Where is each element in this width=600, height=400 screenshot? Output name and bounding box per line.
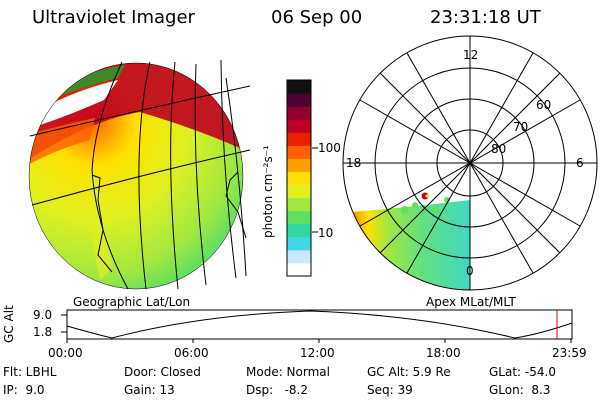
colorbar-swatch xyxy=(287,80,311,94)
apex-caption: Apex MLat/MLT xyxy=(426,295,516,309)
colorbar-swatch xyxy=(287,158,311,172)
colorbar-swatch xyxy=(287,223,311,238)
info-gc-alt: GC Alt: 5.9 Re xyxy=(367,365,451,379)
geographic-caption: Geographic Lat/Lon xyxy=(73,295,191,309)
colorbar-swatch xyxy=(287,262,311,277)
info-dsp: Dsp: -8.2 xyxy=(246,383,309,397)
colorbar-swatch xyxy=(287,197,311,212)
mlt-label-6: 6 xyxy=(576,156,584,170)
info-seq: Seq: 39 xyxy=(367,383,413,397)
info-glat: GLat: -54.0 xyxy=(489,365,556,379)
time-tick-4: 23:59 xyxy=(552,346,587,360)
colorbar-swatch xyxy=(287,171,311,186)
lat-label-80: 80 xyxy=(491,142,507,156)
colorbar xyxy=(286,79,312,277)
colorbar-tick-100: 100 xyxy=(318,141,341,155)
colorbar-tick-10: 10 xyxy=(318,226,334,240)
mlt-label-12: 12 xyxy=(463,48,479,62)
colorbar-swatch xyxy=(287,106,311,120)
info-glon: GLon: 8.3 xyxy=(489,383,551,397)
lat-label-70: 70 xyxy=(513,120,529,134)
colorbar-swatch xyxy=(287,119,311,133)
info-door: Door: Closed xyxy=(124,365,201,379)
colorbar-unit-label: photon cm⁻²s⁻¹ xyxy=(261,145,275,238)
mlt-label-18: 18 xyxy=(346,156,362,170)
time-tick-1: 06:00 xyxy=(174,346,209,360)
altitude-curve xyxy=(66,310,573,339)
polar-plot xyxy=(342,35,598,291)
colorbar-swatch xyxy=(287,93,311,107)
altitude-tick-low: 1.8 xyxy=(33,325,53,339)
colorbar-swatch xyxy=(287,210,311,225)
instrument-title: Ultraviolet Imager xyxy=(32,7,195,28)
time-label: 23:31:18 UT xyxy=(430,7,541,28)
colorbar-frame xyxy=(286,79,312,277)
altitude-axis-label: GC Alt xyxy=(2,305,16,343)
info-mode: Mode: Normal xyxy=(246,365,330,379)
time-tick-3: 18:00 xyxy=(426,346,461,360)
colorbar-swatch xyxy=(287,145,311,159)
info-flt: Flt: LBHL xyxy=(3,365,57,379)
colorbar-swatch xyxy=(287,249,311,264)
colorbar-swatch xyxy=(287,132,311,146)
mlt-label-0: 0 xyxy=(466,264,474,278)
altitude-plot xyxy=(61,309,573,343)
info-ip: IP: 9.0 xyxy=(3,383,45,397)
time-tick-0: 00:00 xyxy=(48,346,83,360)
date-label: 06 Sep 00 xyxy=(271,7,363,28)
altitude-tick-high: 9.0 xyxy=(33,308,53,322)
time-tick-2: 12:00 xyxy=(300,346,335,360)
colorbar-swatch xyxy=(287,184,311,199)
colorbar-swatch xyxy=(287,236,311,251)
geographic-image xyxy=(28,59,251,290)
lat-label-60: 60 xyxy=(536,98,552,112)
info-gain: Gain: 13 xyxy=(124,383,175,397)
